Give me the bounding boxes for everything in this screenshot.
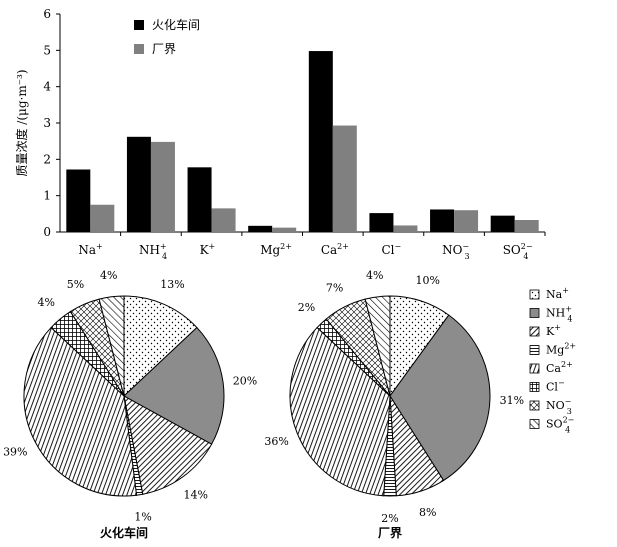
bar-boundary-nh — [150, 141, 175, 232]
bar-cremation-workshop-cl — [369, 213, 394, 232]
y-tick-label: 0 — [43, 225, 51, 239]
pie-slice-label: 8% — [419, 506, 436, 519]
x-tick-label: Na+ — [78, 242, 102, 257]
pie-slice-ca — [23, 326, 138, 497]
bar-boundary-na — [90, 204, 115, 232]
pie-legend-swatch-mg — [529, 345, 540, 355]
pie-legend-label-ca: Ca2+ — [546, 360, 573, 375]
pie-slice-ca — [289, 326, 391, 497]
pie-slice-nh4 — [389, 314, 491, 482]
pie-slice-label: 4% — [37, 296, 54, 309]
pie-slice-label: 4% — [366, 269, 383, 282]
pie-slice-na — [123, 295, 198, 398]
x-tick-label: Mg2+ — [260, 242, 292, 257]
pie-slice-label: 14% — [183, 489, 207, 502]
pie-chart-boundary: 10% 31% 8% 2% 36% 2% 7% 4% 厂界 — [264, 269, 524, 540]
bar-cremation-workshop-mg — [248, 225, 273, 232]
legend-swatch — [134, 44, 144, 54]
pie-slice-label: 20% — [233, 375, 257, 388]
pie-slice-so4 — [364, 295, 391, 397]
bar-boundary-ca — [332, 125, 357, 232]
pie-slice-k — [123, 395, 213, 495]
pie-slice-so4 — [98, 295, 125, 397]
pie-legend-swatch-so4 — [529, 419, 540, 429]
pie-legend-swatch-no3 — [529, 400, 540, 411]
pie-legend-label-k: K+ — [546, 323, 561, 338]
pie-legend-label-so4: SO2− 4 — [546, 416, 574, 435]
x-tick-label: Cl− — [381, 242, 401, 257]
pie-slice-label: 13% — [160, 278, 184, 291]
pie-legend-swatch-ca — [529, 363, 540, 374]
x-tick-label: NO− 3 — [442, 242, 470, 261]
bar-boundary-cl — [393, 225, 418, 232]
x-tick-label: Ca2+ — [321, 242, 349, 257]
legend-label: 火化车间 — [152, 17, 200, 32]
pie-slice-label: 39% — [3, 445, 27, 458]
y-tick-label: 5 — [43, 43, 51, 57]
pie-slice-label: 10% — [415, 274, 439, 287]
pie-legend-label-no3: NO− 3 — [546, 397, 572, 416]
y-tick-label: 6 — [43, 7, 51, 21]
pie-legend-label-mg: Mg2+ — [546, 342, 576, 357]
pie-slice-label: 2% — [381, 512, 398, 525]
pie-slice-label: 31% — [500, 394, 524, 407]
bar-cremation-workshop-so — [490, 215, 515, 232]
y-tick-label: 4 — [43, 80, 51, 94]
bar-cremation-workshop-ca — [308, 51, 333, 233]
bar-cremation-workshop-nh — [126, 136, 151, 232]
pie-slice-label: 1% — [134, 511, 151, 524]
bar-cremation-workshop-k — [187, 167, 212, 232]
bar-boundary-so — [514, 220, 539, 232]
pie-slice-nh4 — [123, 326, 225, 445]
pie-legend-label-nh4: NH+ 4 — [546, 305, 572, 324]
legend-swatch — [134, 20, 144, 30]
y-tick-label: 3 — [43, 116, 51, 130]
bar-boundary-k — [211, 208, 236, 232]
pie-legend-swatch-cl — [529, 382, 540, 392]
pie-title: 火化车间 — [100, 525, 148, 540]
pie-slice-label: 2% — [298, 301, 315, 314]
legend-label: 厂界 — [152, 42, 176, 56]
pie-slice-label: 4% — [100, 269, 117, 282]
pie-chart-cremation-workshop: 13% 20% 14% 1% 39% 4% 5% 4% 火化车间 — [3, 269, 257, 540]
pie-legend-swatch-na — [529, 289, 540, 300]
x-tick-label: SO2− 4 — [503, 242, 533, 261]
bar-boundary-no — [454, 210, 479, 232]
bar-cremation-workshop-na — [66, 169, 91, 232]
pie-slice-label: 7% — [326, 281, 343, 294]
pie-title: 厂界 — [378, 525, 402, 540]
pie-legend-swatch-k — [529, 326, 540, 337]
pie-slice-label: 5% — [67, 278, 84, 291]
pie-legend-label-cl: Cl− — [546, 379, 565, 394]
bar-chart: 0 1 2 3 4 5 6 质量浓度 /(μg·m⁻³) Na+ NH+ 4 K+ Mg2+ Ca2+ Cl… — [14, 7, 546, 261]
x-tick-label: K+ — [200, 242, 216, 257]
x-tick-label: NH+ 4 — [139, 242, 167, 261]
bar-boundary-mg — [272, 227, 297, 232]
y-axis-label: 质量浓度 /(μg·m⁻³) — [14, 69, 29, 176]
pie-slice-label: 36% — [264, 435, 288, 448]
pie-legend-label-na: Na+ — [546, 286, 569, 301]
y-tick-label: 1 — [43, 189, 51, 203]
y-tick-label: 2 — [43, 152, 51, 166]
pie-legend-swatch-nh4 — [529, 308, 540, 318]
bar-cremation-workshop-no — [430, 209, 455, 232]
